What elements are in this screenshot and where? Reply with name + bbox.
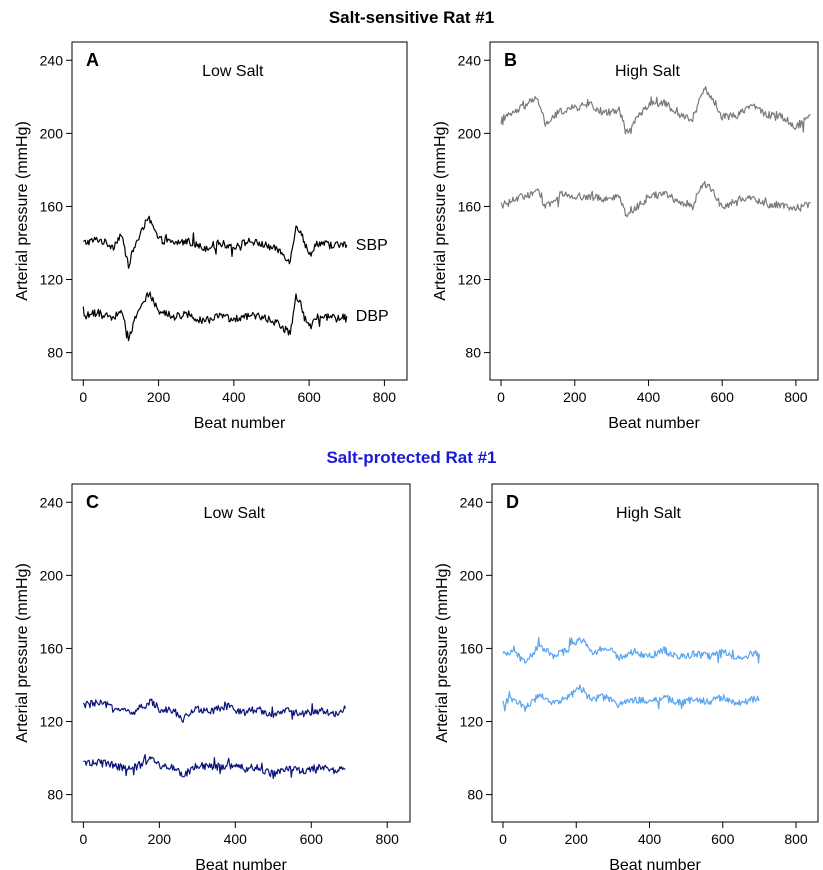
x-tick-label: 600	[711, 831, 735, 847]
x-tick-label: 400	[637, 389, 661, 405]
x-axis-label: Beat number	[608, 415, 700, 432]
x-tick-label: 400	[224, 831, 248, 847]
plot-frame	[489, 41, 819, 381]
y-tick-label: 80	[47, 345, 63, 361]
y-axis-label: Arterial pressure (mmHg)	[14, 563, 31, 743]
x-tick-label: 600	[711, 389, 735, 405]
y-tick-label: 80	[467, 787, 483, 803]
y-tick-label: 240	[40, 494, 64, 510]
x-tick-label: 0	[499, 831, 507, 847]
x-tick-label: 200	[147, 389, 171, 405]
series-line-2	[82, 291, 348, 342]
x-tick-label: 800	[784, 831, 808, 847]
y-tick-label: 80	[465, 345, 481, 361]
panel-c: 80 120 160 200 240 0 200 400 600 800 Beat number Ar…	[14, 483, 411, 870]
y-tick-label: 160	[40, 640, 64, 656]
panel-b: 80 120 160 200 240 0 200 400 600 800 Beat number Ar…	[432, 41, 819, 432]
panel-title: Low Salt	[202, 63, 264, 80]
panel-letter: A	[86, 50, 99, 70]
y-tick-label: 240	[40, 52, 64, 68]
plot-frame	[71, 41, 408, 381]
y-axis-label: Arterial pressure (mmHg)	[434, 563, 451, 743]
group-title-salt-protected: Salt-protected Rat #1	[326, 448, 497, 467]
x-tick-label: 200	[148, 831, 172, 847]
x-tick-label: 400	[638, 831, 662, 847]
y-tick-label: 160	[40, 198, 64, 214]
y-tick-label: 200	[40, 125, 64, 141]
y-tick-label: 160	[458, 198, 482, 214]
series-line-1	[500, 86, 811, 135]
series-label-dbp: DBP	[356, 308, 389, 325]
panel-letter: C	[86, 492, 99, 512]
y-tick-label: 240	[458, 52, 482, 68]
series-line-2	[83, 754, 346, 780]
y-tick-label: 200	[40, 567, 64, 583]
y-axis-label: Arterial pressure (mmHg)	[14, 121, 31, 301]
x-axis-label: Beat number	[195, 857, 287, 870]
x-tick-label: 0	[79, 831, 87, 847]
x-tick-label: 800	[373, 389, 397, 405]
x-tick-label: 200	[565, 831, 589, 847]
panel-title: Low Salt	[204, 505, 266, 522]
x-tick-label: 0	[497, 389, 505, 405]
series-label-sbp: SBP	[356, 237, 388, 254]
y-tick-label: 80	[47, 787, 63, 803]
y-tick-label: 200	[458, 125, 482, 141]
panel-title: High Salt	[615, 63, 680, 80]
panel-title: High Salt	[616, 505, 681, 522]
series-line-2	[500, 180, 811, 218]
panel-letter: B	[504, 50, 517, 70]
panel-d: 80 120 160 200 240 0 200 400 600 800 Beat number Ar…	[434, 483, 819, 870]
x-tick-label: 200	[563, 389, 587, 405]
y-axis-label: Arterial pressure (mmHg)	[432, 121, 449, 301]
plot-frame	[491, 483, 819, 823]
x-tick-label: 600	[297, 389, 321, 405]
y-tick-label: 120	[40, 272, 64, 288]
x-tick-label: 600	[300, 831, 324, 847]
series-line-1	[82, 698, 346, 723]
x-tick-label: 400	[222, 389, 246, 405]
y-tick-label: 200	[460, 567, 484, 583]
y-tick-label: 240	[460, 494, 484, 510]
panel-a: 80 120 160 200 240 0 200 400 600 800 Beat number Ar…	[14, 41, 408, 432]
panel-letter: D	[506, 492, 519, 512]
series-line-1	[83, 215, 348, 269]
x-tick-label: 800	[376, 831, 400, 847]
y-tick-label: 120	[460, 714, 484, 730]
series-line-1	[502, 637, 760, 664]
x-tick-label: 800	[784, 389, 808, 405]
x-axis-label: Beat number	[609, 857, 701, 870]
x-tick-label: 0	[79, 389, 87, 405]
series-line-2	[502, 684, 760, 712]
y-tick-label: 120	[458, 272, 482, 288]
group-title-salt-sensitive: Salt-sensitive Rat #1	[328, 8, 495, 27]
plot-frame	[71, 483, 411, 823]
x-axis-label: Beat number	[194, 415, 286, 432]
y-tick-label: 160	[460, 640, 484, 656]
y-tick-label: 120	[40, 714, 64, 730]
